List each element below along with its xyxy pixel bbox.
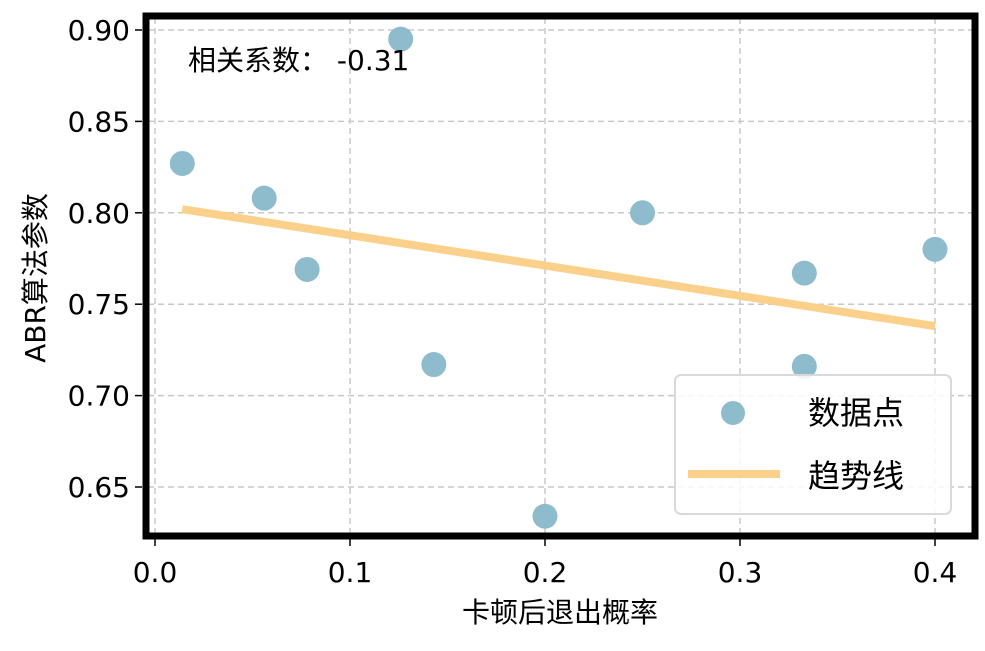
y-tick-label: 0.75 (68, 288, 130, 321)
data-point (791, 353, 817, 379)
y-tick-label: 0.70 (68, 380, 130, 413)
data-point (922, 236, 948, 262)
y-axis-ticks: 0.65 0.70 0.75 0.80 0.85 0.90 (68, 14, 142, 504)
y-tick-label: 0.80 (68, 197, 130, 230)
data-point (169, 150, 195, 176)
x-tick-label: 0.4 (913, 556, 958, 589)
legend-label-trend: 趋势线 (808, 457, 904, 495)
data-point (532, 503, 558, 529)
y-tick-label: 0.90 (68, 14, 130, 47)
x-tick-label: 0.0 (133, 556, 178, 589)
data-points (169, 26, 948, 529)
data-point (388, 26, 414, 52)
y-axis-label: ABR算法参数 (19, 193, 52, 363)
x-tick-label: 0.1 (328, 556, 373, 589)
x-tick-label: 0.2 (523, 556, 568, 589)
correlation-annotation: 相关系数： -0.31 (188, 44, 409, 77)
data-point (294, 256, 320, 282)
plot-frame (142, 12, 979, 540)
legend-point-marker-icon (721, 401, 745, 425)
x-axis-label: 卡顿后退出概率 (462, 596, 658, 629)
legend: 数据点 趋势线 (674, 374, 952, 515)
x-axis-ticks: 0.0 0.1 0.2 0.3 0.4 (133, 539, 958, 589)
trend-line (181, 205, 936, 331)
data-point (630, 200, 655, 226)
data-point (251, 185, 277, 211)
y-tick-label: 0.65 (68, 471, 130, 504)
legend-label-points: 数据点 (808, 394, 904, 432)
data-point (421, 352, 447, 378)
y-tick-label: 0.85 (68, 105, 130, 138)
data-point (791, 260, 817, 286)
x-tick-label: 0.3 (718, 556, 763, 589)
